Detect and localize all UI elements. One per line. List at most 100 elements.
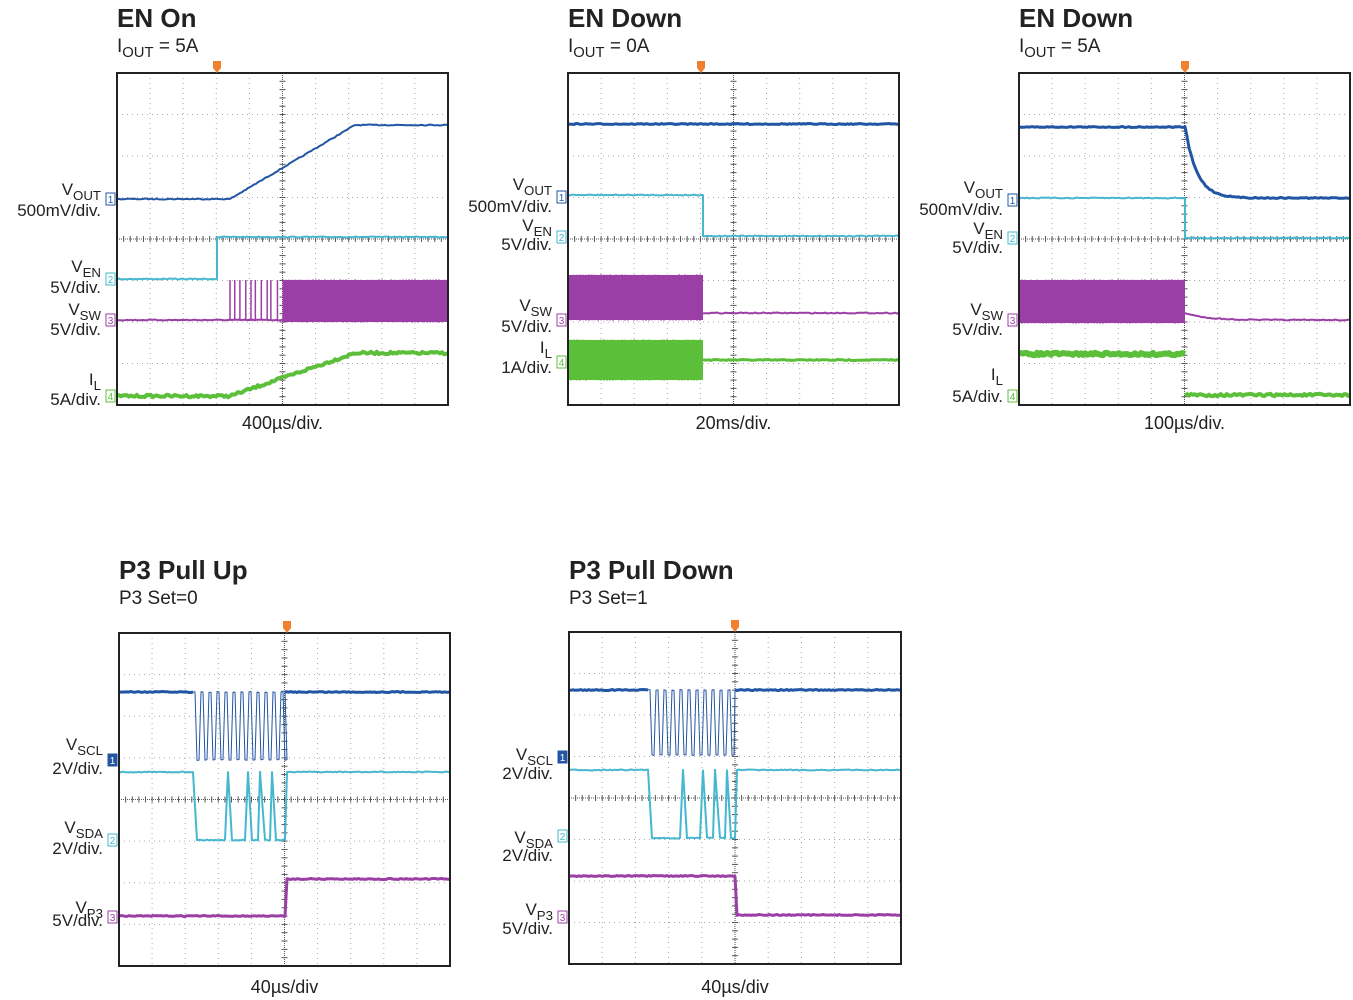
channel-scale: 500mV/div. xyxy=(17,201,101,220)
channel-marker xyxy=(107,753,118,767)
label: VSCL xyxy=(516,745,553,768)
channel-scale: 5V/div. xyxy=(952,238,1003,257)
channel-marker xyxy=(107,910,118,924)
label-subscript: SCL xyxy=(527,753,553,768)
label-subscript: OUT xyxy=(1024,45,1055,61)
label-subscript: L xyxy=(94,378,101,393)
channel-number: 3 xyxy=(110,913,116,924)
label-main: V xyxy=(522,216,534,235)
label-subscript: L xyxy=(996,373,1003,388)
label: P3 Set=1 xyxy=(569,588,648,609)
waveform xyxy=(734,688,902,692)
label-subscript: SDA xyxy=(76,826,103,841)
channel-marker xyxy=(556,355,567,369)
channel-number: 2 xyxy=(110,836,116,847)
label: P3 Set=0 xyxy=(119,588,198,609)
channel-scale: 5V/div. xyxy=(952,320,1003,339)
channel-number: 1 xyxy=(559,193,565,204)
label-main: V xyxy=(68,300,80,319)
label-main: V xyxy=(970,300,982,319)
waveform-band xyxy=(568,340,703,380)
label-main: V xyxy=(513,175,525,194)
label-rest: = 0A xyxy=(605,36,650,57)
waveform xyxy=(119,690,194,694)
channel-marker xyxy=(556,230,567,244)
waveform xyxy=(116,349,449,400)
label-subscript: SW xyxy=(80,308,102,323)
label: VEN xyxy=(71,257,101,280)
waveform xyxy=(1184,391,1351,399)
channel-scale: 5V/div. xyxy=(501,235,552,254)
label: VSCL xyxy=(66,735,103,758)
label-main: V xyxy=(519,296,531,315)
channel-scale: 5A/div. xyxy=(952,387,1003,406)
channel-marker xyxy=(105,313,116,327)
panel-title: EN On xyxy=(117,3,196,33)
label-subscript: SDA xyxy=(526,836,553,851)
screen-border xyxy=(118,632,451,967)
channel-marker xyxy=(1007,193,1018,207)
channel-marker xyxy=(105,272,116,286)
waveform xyxy=(702,311,900,315)
label: VOUT xyxy=(964,178,1003,201)
screen-border xyxy=(116,72,449,406)
label-main: P3 Set=1 xyxy=(569,588,648,609)
label-main: V xyxy=(71,257,83,276)
channel-scale: 1A/div. xyxy=(501,358,552,377)
waveform xyxy=(567,193,900,238)
waveform xyxy=(284,690,451,694)
channel-number: 3 xyxy=(559,316,565,327)
waveform-band xyxy=(568,275,703,320)
channel-number: 2 xyxy=(1010,234,1016,245)
waveform xyxy=(567,122,900,126)
timebase: 20ms/div. xyxy=(696,413,772,433)
channel-marker xyxy=(1007,389,1018,403)
label-main: V xyxy=(973,219,985,238)
label-main: V xyxy=(964,178,976,197)
channel-marker xyxy=(556,313,567,327)
label-subscript: OUT xyxy=(975,186,1003,201)
channel-number: 3 xyxy=(108,316,114,327)
channel-scale: 2V/div. xyxy=(52,759,103,778)
channel-number: 4 xyxy=(108,392,114,403)
label-subscript: SCL xyxy=(77,743,103,758)
channel-marker xyxy=(105,192,116,206)
label: VOUT xyxy=(62,180,101,203)
waveform xyxy=(118,770,451,842)
panel-title: EN Down xyxy=(568,3,682,33)
channel-scale: 5V/div. xyxy=(50,278,101,297)
channel-marker xyxy=(556,190,567,204)
waveform-band xyxy=(283,280,448,322)
channel-number: 1 xyxy=(110,756,116,767)
label: VSW xyxy=(68,300,101,323)
waveform xyxy=(116,123,449,201)
label-main: I xyxy=(568,36,573,57)
panel-title: P3 Pull Down xyxy=(569,555,734,585)
waveform xyxy=(1018,125,1351,200)
channel-marker xyxy=(557,910,568,924)
label-main: V xyxy=(62,180,74,199)
channel-scale: 5V/div. xyxy=(502,919,553,938)
label: VEN xyxy=(973,219,1003,242)
label-subscript: EN xyxy=(83,265,101,280)
channel-scale: 2V/div. xyxy=(502,764,553,783)
label: VSW xyxy=(970,300,1003,323)
label-rest: = 5A xyxy=(154,36,199,57)
label-main: V xyxy=(514,828,526,847)
waveform xyxy=(1184,312,1351,322)
panel-title: EN Down xyxy=(1019,3,1133,33)
label-subscript: P3 xyxy=(87,906,103,921)
channel-number: 1 xyxy=(560,753,566,764)
channel-marker xyxy=(1007,313,1018,327)
channel-number: 3 xyxy=(1010,316,1016,327)
channel-number: 3 xyxy=(560,913,566,924)
screen-border xyxy=(567,72,900,406)
channel-number: 1 xyxy=(1010,196,1016,207)
label: VEN xyxy=(522,216,552,239)
trigger-marker xyxy=(283,621,291,633)
channel-scale: 5V/div. xyxy=(501,317,552,336)
label: VOUT xyxy=(513,175,552,198)
